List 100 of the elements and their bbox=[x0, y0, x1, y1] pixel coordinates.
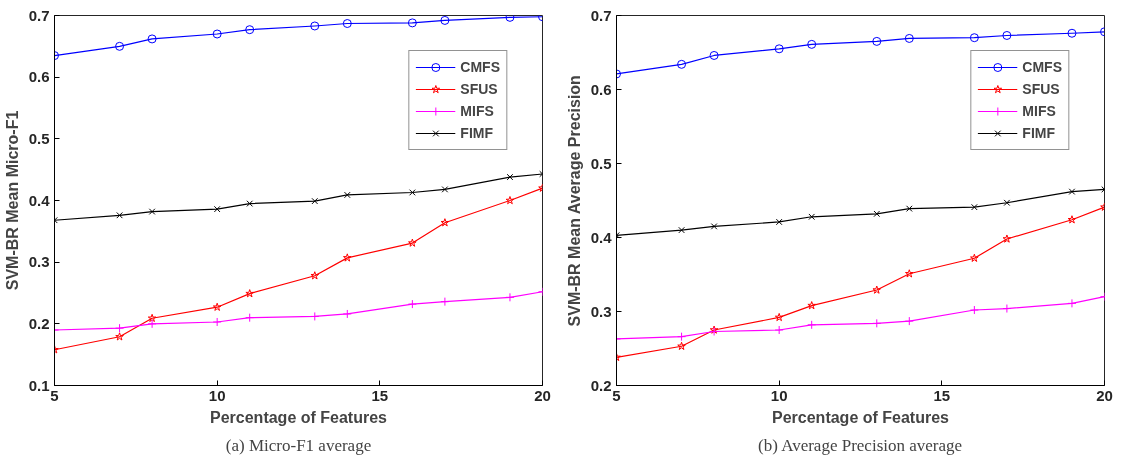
point bbox=[441, 186, 449, 193]
y-tick-label: 0.5 bbox=[590, 154, 612, 172]
x-axis-title: Percentage of Features bbox=[210, 408, 388, 426]
y-tick-label: 0.7 bbox=[28, 6, 50, 24]
point bbox=[212, 302, 222, 311]
point bbox=[709, 50, 719, 60]
legend-label: SFUS bbox=[460, 81, 498, 97]
point bbox=[116, 211, 123, 219]
point bbox=[775, 218, 783, 226]
point bbox=[505, 196, 515, 205]
point bbox=[505, 15, 515, 22]
point bbox=[407, 299, 417, 309]
y-tick-label: 0.3 bbox=[590, 302, 612, 320]
point bbox=[677, 332, 687, 342]
point bbox=[148, 208, 156, 215]
point bbox=[1002, 234, 1012, 243]
point bbox=[1067, 28, 1077, 38]
point bbox=[774, 44, 784, 54]
point bbox=[147, 34, 157, 44]
point bbox=[342, 309, 352, 319]
point bbox=[807, 301, 816, 310]
point bbox=[213, 205, 221, 213]
point bbox=[246, 200, 254, 207]
x-tick-label: 10 bbox=[208, 386, 226, 404]
point bbox=[407, 18, 417, 28]
point bbox=[904, 33, 914, 43]
point bbox=[440, 218, 450, 227]
y-tick-label: 0.5 bbox=[28, 129, 50, 147]
y-tick-label: 0.7 bbox=[590, 6, 612, 24]
point bbox=[677, 59, 687, 69]
point bbox=[212, 317, 222, 327]
legend-label: SFUS bbox=[1022, 81, 1060, 97]
point bbox=[872, 318, 882, 328]
x-tick-label: 15 bbox=[371, 386, 389, 404]
text: (a) Micro-F1 average bbox=[225, 435, 372, 455]
legend-label: FIMF bbox=[1022, 125, 1055, 141]
point bbox=[506, 173, 514, 181]
point bbox=[408, 238, 417, 247]
point bbox=[678, 226, 685, 234]
point bbox=[342, 19, 352, 29]
point bbox=[1002, 30, 1012, 40]
point bbox=[970, 253, 979, 262]
point bbox=[905, 269, 914, 278]
point bbox=[1068, 188, 1076, 195]
y-tick-label: 0.2 bbox=[28, 314, 50, 332]
point bbox=[969, 305, 979, 315]
legend-label: MIFS bbox=[460, 103, 494, 119]
point bbox=[807, 320, 817, 330]
point bbox=[807, 39, 817, 49]
y-tick-label: 0.4 bbox=[28, 191, 51, 209]
point bbox=[245, 289, 254, 298]
point bbox=[969, 33, 979, 43]
y-axis-title: SVM-BR Mean Average Precision bbox=[565, 75, 583, 327]
point bbox=[710, 223, 718, 230]
point bbox=[115, 332, 124, 341]
point bbox=[115, 41, 125, 51]
point bbox=[245, 25, 255, 35]
point bbox=[1002, 304, 1012, 314]
x-tick-label: 15 bbox=[933, 386, 951, 404]
y-tick-label: 0.6 bbox=[590, 80, 612, 98]
point bbox=[245, 313, 255, 323]
point bbox=[808, 213, 816, 221]
x-tick-label: 10 bbox=[770, 386, 788, 404]
point bbox=[1067, 298, 1077, 308]
point bbox=[1067, 215, 1077, 224]
legend-label: FIMF bbox=[460, 125, 493, 141]
point bbox=[310, 21, 320, 31]
point bbox=[905, 205, 913, 212]
y-tick-label: 0.2 bbox=[590, 376, 612, 394]
point bbox=[1003, 199, 1011, 207]
point bbox=[677, 341, 686, 351]
legend-label: CMFS bbox=[1022, 59, 1062, 75]
legend-label: MIFS bbox=[1022, 103, 1056, 119]
x-tick-label: 20 bbox=[1096, 386, 1113, 404]
point bbox=[311, 197, 319, 205]
x-tick-label: 5 bbox=[50, 386, 59, 404]
y-tick-label: 0.4 bbox=[590, 228, 613, 246]
point bbox=[310, 271, 320, 280]
point bbox=[904, 316, 914, 326]
point bbox=[440, 15, 450, 25]
x-axis-title: Percentage of Features bbox=[772, 408, 950, 426]
point bbox=[774, 325, 784, 335]
y-tick-label: 0.6 bbox=[28, 68, 50, 86]
point bbox=[873, 210, 881, 218]
point bbox=[147, 319, 157, 329]
point bbox=[310, 311, 320, 321]
point bbox=[440, 297, 450, 307]
y-tick-label: 0.1 bbox=[28, 376, 50, 394]
point bbox=[872, 285, 882, 294]
point bbox=[343, 191, 351, 199]
point bbox=[872, 36, 882, 46]
point bbox=[409, 189, 416, 196]
point bbox=[971, 203, 978, 211]
point bbox=[505, 292, 515, 302]
point bbox=[147, 313, 157, 323]
x-tick-label: 5 bbox=[612, 386, 621, 404]
text: (b) Average Precision average bbox=[758, 435, 963, 455]
point bbox=[212, 29, 222, 39]
point bbox=[343, 253, 352, 262]
point bbox=[774, 312, 784, 322]
